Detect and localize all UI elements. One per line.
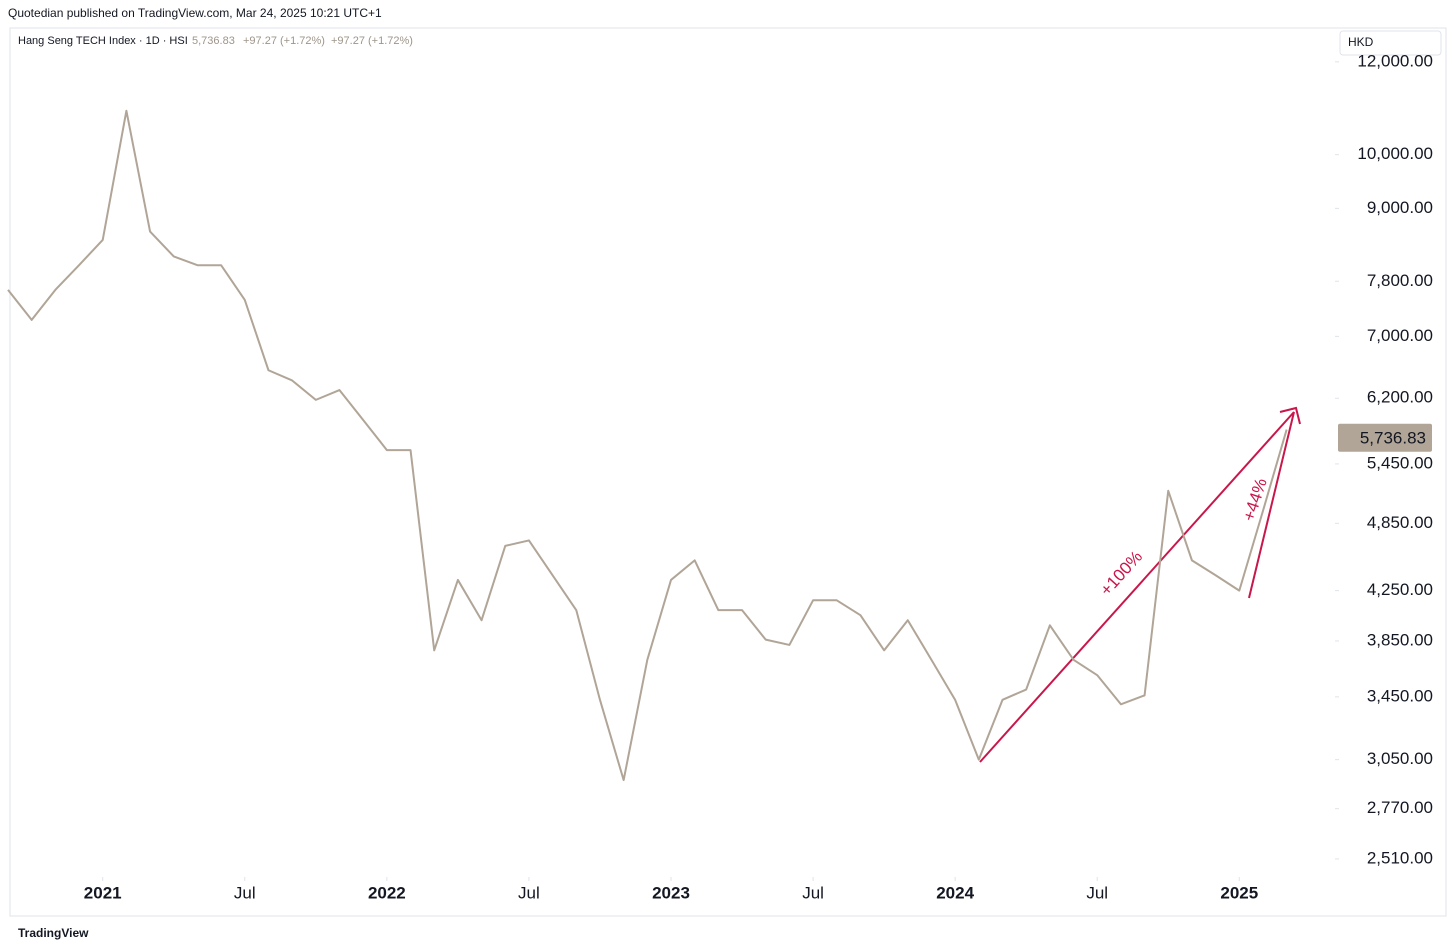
y-tick-label: 6,200.00 [1367, 388, 1433, 407]
publish-note: Quotedian published on TradingView.com, … [8, 6, 382, 20]
y-tick-label: 4,850.00 [1367, 513, 1433, 532]
x-tick-label: 2021 [84, 883, 122, 902]
currency-box [1339, 30, 1442, 56]
legend-change: +97.27 (+1.72%) [331, 35, 413, 47]
y-tick-label: 3,450.00 [1367, 686, 1433, 705]
x-tick-label: Jul [518, 883, 540, 902]
x-tick-label: 2025 [1220, 883, 1258, 902]
annotation-arrows [979, 406, 1301, 763]
legend-change: +97.27 (+1.72%) [243, 35, 325, 47]
y-tick-label: 7,000.00 [1367, 326, 1433, 345]
y-tick-label: 9,000.00 [1367, 198, 1433, 217]
annotation: +100% [1096, 547, 1146, 599]
x-tick-label: 2022 [368, 883, 406, 902]
x-tick-label: Jul [1086, 883, 1108, 902]
last-price-box [1338, 423, 1432, 452]
arrow [979, 411, 1295, 763]
chart-frame [9, 27, 1447, 917]
legend-price: 5,736.83 [192, 35, 235, 47]
y-tick-label: 3,850.00 [1367, 630, 1433, 649]
y-tick-label: 10,000.00 [1357, 144, 1433, 163]
currency: HKD [1348, 35, 1374, 49]
x-tick-label: 2024 [936, 883, 974, 902]
y-tick-label: 4,250.00 [1367, 580, 1433, 599]
price-line [7, 109, 1288, 782]
chart-title: Hang Seng TECH Index · 1D · HSI [18, 35, 188, 47]
y-tick-label: 3,050.00 [1367, 749, 1433, 768]
x-tick-label: Jul [234, 883, 256, 902]
y-tick-label: 5,450.00 [1367, 453, 1433, 472]
last-price-label: 5,736.83 [1360, 428, 1426, 447]
y-tick-label: 7,800.00 [1367, 271, 1433, 290]
x-tick-label: Jul [802, 883, 824, 902]
x-tick-label: 2023 [652, 883, 690, 902]
arrow [1248, 411, 1295, 599]
y-tick-label: 2,510.00 [1367, 848, 1433, 867]
footer-logo: TradingView [18, 926, 89, 940]
y-tick-label: 12,000.00 [1357, 51, 1433, 70]
y-tick-label: 2,770.00 [1367, 798, 1433, 817]
arrow-head [1279, 406, 1301, 425]
